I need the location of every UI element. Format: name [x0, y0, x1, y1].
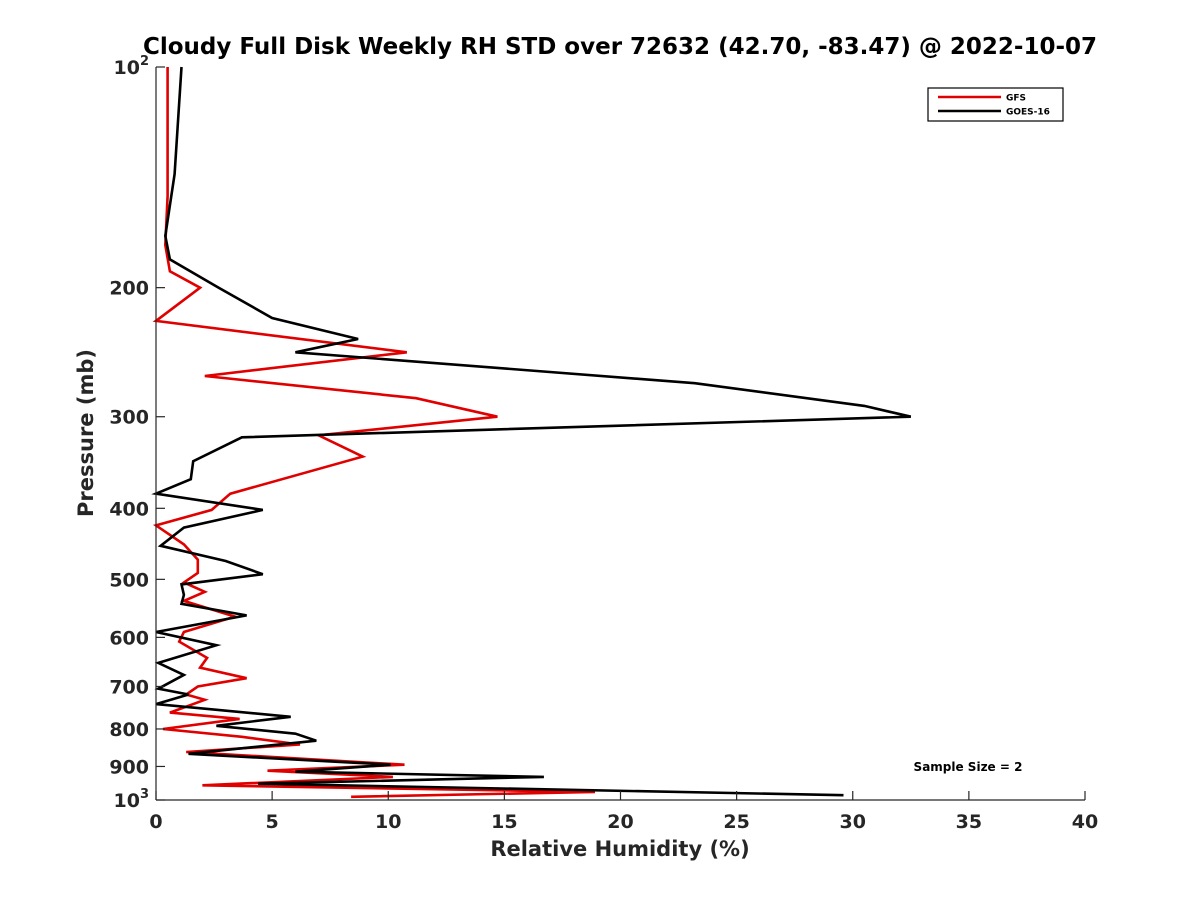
y-tick-label: 102: [114, 54, 150, 79]
x-tick-label: 10: [375, 811, 401, 833]
x-tick-label: 15: [491, 811, 517, 833]
y-tick-label: 500: [109, 569, 149, 591]
y-axis-label: Pressure (mb): [74, 349, 98, 517]
series-line-goes-16: [151, 66, 912, 797]
x-tick-label: 20: [607, 811, 633, 833]
y-tick-label: 700: [109, 676, 149, 698]
y-tick-label: 103: [114, 787, 150, 812]
y-tick-label: 400: [109, 498, 149, 520]
y-tick-label: 800: [109, 719, 149, 741]
y-tick-label: 300: [109, 407, 149, 429]
y-tick-label: 200: [109, 278, 149, 300]
x-tick-label: 25: [723, 811, 749, 833]
x-tick-label: 5: [266, 811, 279, 833]
y-tick-label: 600: [109, 627, 149, 649]
legend-label: GFS: [1006, 94, 1026, 104]
legend-box: [927, 87, 1064, 122]
x-tick-label: 35: [956, 811, 982, 833]
x-tick-label: 30: [840, 811, 866, 833]
x-axis: 0 5 10 15 20 25 30 35 40: [149, 791, 1098, 833]
plot-area: [151, 66, 912, 799]
y-axis: 102 200 300 400 500 600 700 800 900 103: [109, 54, 165, 812]
y-tick-label: 900: [109, 756, 149, 778]
x-tick-label: 40: [1072, 811, 1098, 833]
chart-title: Cloudy Full Disk Weekly RH STD over 7263…: [143, 34, 1097, 60]
sample-size-annotation: Sample Size = 2: [914, 760, 1023, 774]
legend: GFS GOES-16: [927, 87, 1064, 122]
x-tick-label: 0: [149, 811, 162, 833]
x-axis-label: Relative Humidity (%): [490, 837, 749, 861]
legend-label: GOES-16: [1006, 108, 1050, 118]
